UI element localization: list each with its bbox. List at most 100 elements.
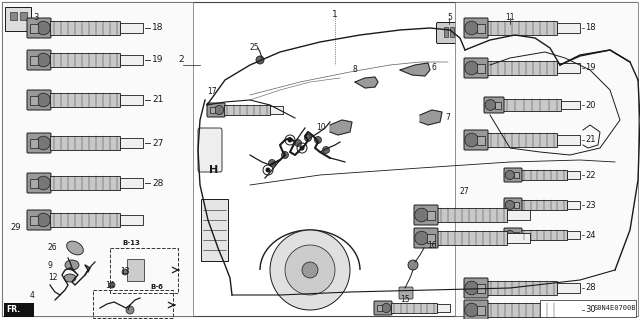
Bar bbox=[521, 230, 567, 240]
FancyBboxPatch shape bbox=[484, 97, 504, 113]
FancyBboxPatch shape bbox=[464, 278, 488, 298]
Polygon shape bbox=[583, 125, 600, 148]
Bar bbox=[437, 304, 450, 312]
Bar bbox=[120, 215, 143, 226]
Circle shape bbox=[314, 137, 321, 144]
Text: 8: 8 bbox=[353, 65, 357, 74]
Bar bbox=[557, 63, 580, 73]
Circle shape bbox=[381, 303, 391, 313]
Circle shape bbox=[465, 303, 479, 317]
Bar bbox=[513, 27, 528, 39]
Bar bbox=[110, 248, 178, 293]
Bar bbox=[567, 231, 580, 239]
FancyBboxPatch shape bbox=[464, 130, 488, 150]
Text: 17: 17 bbox=[207, 87, 216, 97]
Circle shape bbox=[300, 145, 305, 151]
Bar bbox=[487, 281, 557, 295]
FancyBboxPatch shape bbox=[127, 259, 144, 281]
Circle shape bbox=[465, 21, 479, 35]
Text: 23: 23 bbox=[585, 201, 596, 210]
Circle shape bbox=[465, 133, 479, 147]
Bar bbox=[507, 233, 530, 243]
Text: 24: 24 bbox=[585, 231, 595, 240]
Text: 10: 10 bbox=[316, 122, 326, 131]
FancyBboxPatch shape bbox=[489, 23, 531, 43]
Text: 15: 15 bbox=[400, 295, 410, 305]
Text: 16: 16 bbox=[427, 241, 436, 249]
Circle shape bbox=[530, 225, 610, 305]
Circle shape bbox=[465, 281, 479, 295]
Circle shape bbox=[122, 269, 128, 275]
Circle shape bbox=[408, 260, 418, 270]
Bar bbox=[456, 27, 460, 37]
FancyBboxPatch shape bbox=[198, 128, 222, 172]
FancyBboxPatch shape bbox=[27, 50, 51, 70]
Circle shape bbox=[562, 257, 578, 273]
Circle shape bbox=[270, 230, 350, 310]
FancyBboxPatch shape bbox=[399, 287, 413, 299]
Text: 22: 22 bbox=[585, 170, 595, 180]
Circle shape bbox=[415, 231, 428, 245]
FancyBboxPatch shape bbox=[27, 210, 51, 230]
FancyBboxPatch shape bbox=[414, 205, 438, 225]
Circle shape bbox=[323, 146, 330, 153]
Text: 19: 19 bbox=[152, 56, 163, 64]
Circle shape bbox=[126, 306, 134, 314]
Circle shape bbox=[285, 245, 335, 295]
Bar bbox=[477, 63, 485, 72]
Circle shape bbox=[214, 106, 224, 115]
Text: 25: 25 bbox=[250, 43, 260, 53]
Bar bbox=[210, 107, 215, 113]
FancyBboxPatch shape bbox=[464, 18, 488, 38]
Text: 3: 3 bbox=[33, 13, 38, 23]
Bar bbox=[391, 303, 437, 313]
Circle shape bbox=[505, 230, 515, 240]
Bar bbox=[557, 305, 580, 315]
Bar bbox=[567, 201, 580, 209]
Bar bbox=[477, 306, 485, 315]
FancyBboxPatch shape bbox=[414, 228, 438, 248]
Bar bbox=[540, 300, 636, 317]
Bar bbox=[487, 303, 557, 317]
Bar bbox=[30, 56, 38, 64]
Bar bbox=[120, 178, 143, 189]
Bar bbox=[270, 107, 283, 114]
Bar bbox=[561, 101, 580, 109]
Circle shape bbox=[545, 240, 595, 290]
FancyBboxPatch shape bbox=[27, 90, 51, 110]
Circle shape bbox=[269, 160, 275, 167]
Circle shape bbox=[415, 208, 428, 222]
Bar bbox=[477, 284, 485, 293]
Circle shape bbox=[36, 93, 50, 107]
Polygon shape bbox=[355, 77, 378, 88]
Bar bbox=[477, 136, 485, 145]
FancyBboxPatch shape bbox=[464, 58, 488, 78]
Bar bbox=[50, 176, 120, 190]
Text: 18: 18 bbox=[585, 24, 596, 33]
Text: FR.: FR. bbox=[6, 306, 20, 315]
Circle shape bbox=[302, 262, 318, 278]
Polygon shape bbox=[400, 63, 430, 76]
Text: 26: 26 bbox=[48, 243, 58, 253]
Circle shape bbox=[36, 213, 50, 227]
Bar bbox=[514, 202, 520, 208]
Text: 9: 9 bbox=[48, 261, 53, 270]
Text: 5: 5 bbox=[447, 13, 452, 23]
Circle shape bbox=[266, 167, 271, 173]
FancyBboxPatch shape bbox=[201, 199, 228, 261]
FancyBboxPatch shape bbox=[27, 18, 51, 38]
Bar bbox=[120, 23, 143, 33]
Circle shape bbox=[287, 137, 292, 143]
Circle shape bbox=[109, 282, 115, 288]
Bar bbox=[50, 93, 120, 107]
Bar bbox=[2, 2, 193, 316]
Circle shape bbox=[36, 136, 50, 150]
Text: 4: 4 bbox=[30, 291, 35, 300]
Bar bbox=[493, 27, 508, 39]
Circle shape bbox=[282, 152, 289, 159]
Bar bbox=[557, 135, 580, 145]
Bar bbox=[30, 216, 38, 225]
Text: S0N4E0700B: S0N4E0700B bbox=[593, 305, 636, 311]
Text: H: H bbox=[209, 165, 219, 175]
Bar bbox=[50, 53, 120, 67]
